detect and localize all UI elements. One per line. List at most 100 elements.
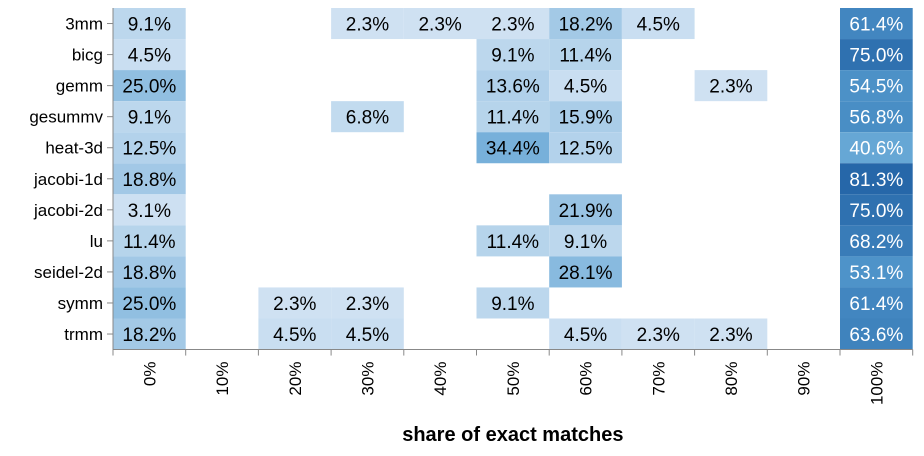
- x-tick-label: 100%: [867, 362, 886, 405]
- cell-value-label: 18.2%: [559, 15, 613, 36]
- x-tick-label: 80%: [722, 362, 741, 396]
- y-tick-label: gesummv: [29, 108, 103, 127]
- heatmap-cell: [476, 225, 550, 257]
- cell-value-label: 4.5%: [637, 15, 680, 36]
- heatmap-cell: [840, 8, 913, 40]
- heatmap-cell: [476, 132, 550, 164]
- heatmap-cell: [113, 132, 186, 164]
- cell-value-label: 68.2%: [849, 232, 903, 253]
- y-tick-label: jacobi-1d: [33, 170, 103, 189]
- heatmap-cell: [331, 8, 404, 40]
- cell-value-label: 25.0%: [122, 77, 176, 98]
- cell-value-label: 4.5%: [273, 325, 316, 346]
- y-tick-label: trmm: [64, 325, 103, 344]
- x-tick-label: 40%: [431, 362, 450, 396]
- cell-value-label: 9.1%: [491, 46, 534, 67]
- x-tick-label: 20%: [286, 362, 305, 396]
- cell-value-label: 9.1%: [128, 15, 171, 36]
- heatmap-cell: [113, 70, 186, 102]
- heatmap-cell: [476, 70, 550, 102]
- cell-value-label: 4.5%: [128, 46, 171, 67]
- heatmap-cell: [113, 256, 186, 288]
- y-tick-label: symm: [58, 294, 103, 313]
- cell-value-label: 18.8%: [122, 263, 176, 284]
- cell-value-label: 2.3%: [418, 15, 461, 36]
- heatmap-cell: [840, 101, 913, 133]
- heatmap-cell: [549, 256, 622, 288]
- heatmap-cell: [113, 194, 186, 226]
- cell-value-label: 4.5%: [564, 77, 607, 98]
- cell-value-label: 2.3%: [491, 15, 534, 36]
- heatmap-cell: [331, 318, 404, 350]
- cell-value-label: 4.5%: [564, 325, 607, 346]
- heatmap-cell: [840, 70, 913, 102]
- cell-value-label: 2.3%: [273, 294, 316, 315]
- heatmap-cell: [476, 8, 550, 40]
- x-tick-label: 50%: [504, 362, 523, 396]
- cell-value-label: 12.5%: [122, 139, 176, 160]
- cell-value-label: 75.0%: [849, 201, 903, 222]
- cell-value-label: 11.4%: [487, 108, 540, 129]
- heatmap-cell: [476, 39, 550, 71]
- heatmap-cell: [113, 163, 186, 195]
- x-axis-title: share of exact matches: [402, 424, 623, 446]
- cell-value-label: 21.9%: [559, 201, 613, 222]
- heatmap-cell: [113, 8, 186, 40]
- cell-value-label: 34.4%: [486, 139, 540, 160]
- heatmap-cell: [549, 194, 622, 226]
- heatmap-cell: [840, 318, 913, 350]
- heatmap-cell: [694, 70, 768, 102]
- heatmap-cell: [840, 256, 913, 288]
- x-tick-label: 10%: [213, 362, 232, 396]
- cell-value-label: 63.6%: [849, 325, 903, 346]
- cell-value-label: 53.1%: [849, 263, 903, 284]
- heatmap-cell: [840, 287, 913, 319]
- cell-value-label: 28.1%: [559, 263, 613, 284]
- cell-value-label: 9.1%: [564, 232, 607, 253]
- cell-value-label: 25.0%: [122, 294, 176, 315]
- heatmap-cell: [403, 8, 477, 40]
- y-tick-label: gemm: [56, 77, 103, 96]
- cell-value-label: 2.3%: [637, 325, 680, 346]
- y-tick-label: heat-3d: [45, 139, 103, 158]
- heatmap-cell: [549, 101, 622, 133]
- heatmap-cell: [840, 225, 913, 257]
- x-tick-label: 0%: [140, 362, 159, 387]
- cell-value-label: 54.5%: [849, 77, 903, 98]
- cell-value-label: 18.2%: [122, 325, 176, 346]
- heatmap-cell: [113, 287, 186, 319]
- x-tick-label: 30%: [358, 362, 377, 396]
- cell-value-label: 61.4%: [849, 15, 903, 36]
- heatmap-cell: [476, 287, 550, 319]
- heatmap-cell: [113, 39, 186, 71]
- cell-value-label: 12.5%: [559, 139, 613, 160]
- cell-value-label: 81.3%: [849, 170, 903, 191]
- cell-value-label: 18.8%: [122, 170, 176, 191]
- heatmap-cell: [549, 39, 622, 71]
- cell-value-label: 2.3%: [709, 77, 752, 98]
- x-tick-label: 90%: [795, 362, 814, 396]
- y-tick-label: seidel-2d: [34, 263, 103, 282]
- heatmap-cell: [258, 287, 332, 319]
- cell-value-label: 13.6%: [486, 77, 540, 98]
- heatmap-cell: [840, 132, 913, 164]
- cell-value-label: 6.8%: [346, 108, 389, 129]
- heatmap-cell: [258, 318, 332, 350]
- heatmap-cell: [621, 318, 695, 350]
- cell-value-label: 11.4%: [559, 46, 612, 67]
- heatmap-cell: [549, 70, 622, 102]
- heatmap-cell: [113, 318, 186, 350]
- heatmap-cell: [549, 132, 622, 164]
- heatmap-cell: [621, 8, 695, 40]
- heatmap-cells: 9.1% 2.3% 2.3% 2.3% 18.2% 4.5% 61.4% 4.5% 9.1% 11…: [113, 8, 913, 350]
- heatmap-cell: [476, 101, 550, 133]
- x-tick-label: 60%: [577, 362, 596, 396]
- heatmap-cell: [549, 225, 622, 257]
- y-tick-label: jacobi-2d: [33, 201, 103, 220]
- y-tick-label: bicg: [72, 46, 103, 65]
- cell-value-label: 3.1%: [128, 201, 171, 222]
- cell-value-label: 4.5%: [346, 325, 389, 346]
- heatmap-cell: [113, 101, 186, 133]
- cell-value-label: 11.4%: [487, 232, 540, 253]
